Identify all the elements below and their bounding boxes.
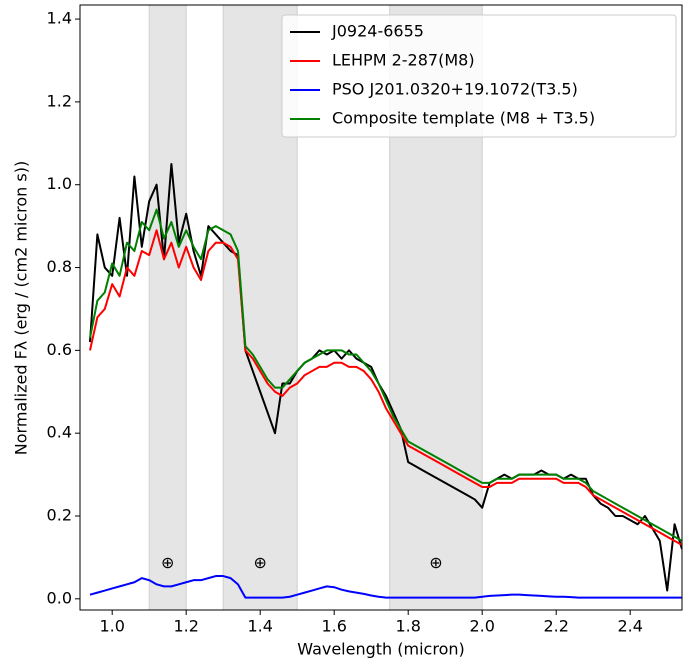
series-line [88,163,682,592]
series-line [89,208,682,542]
legend-label: Composite template (M8 + T3.5) [332,109,595,128]
legend-label: PSO J201.0320+19.1072(T3.5) [332,80,578,99]
y-tick-label: 0.4 [47,423,72,442]
x-tick-label: 1.6 [321,617,346,636]
annotation: ⊕ [253,553,266,572]
x-tick-label: 2.4 [617,617,642,636]
y-tick-label: 0.6 [47,340,72,359]
x-tick-label: 1.0 [99,617,124,636]
y-axis-label: Normalized Fλ (erg / (cm2 micron s)) [12,161,31,455]
annotation: ⊕ [161,553,174,572]
legend-box [281,14,677,138]
x-axis-label: Wavelength (micron) [297,640,464,659]
y-tick-label: 1.4 [47,9,72,28]
y-tick-label: 1.2 [47,91,72,110]
x-tick-label: 2.0 [469,617,494,636]
x-tick-label: 1.8 [395,617,420,636]
series-line [89,575,682,599]
annotation: ⊕ [429,553,442,572]
plot-frame [79,4,683,611]
legend-label: J0924-6655 [331,22,424,41]
y-tick-label: 0.2 [47,505,72,524]
series-line [89,229,682,546]
x-tick-label: 2.2 [543,617,568,636]
y-tick-label: 0.8 [47,257,72,276]
y-tick-label: 0.0 [47,588,72,607]
legend-label: LEHPM 2-287(M8) [332,51,475,70]
y-tick-label: 1.0 [47,174,72,193]
x-tick-label: 1.2 [173,617,198,636]
x-tick-label: 1.4 [247,617,272,636]
shaded-band [148,4,187,611]
